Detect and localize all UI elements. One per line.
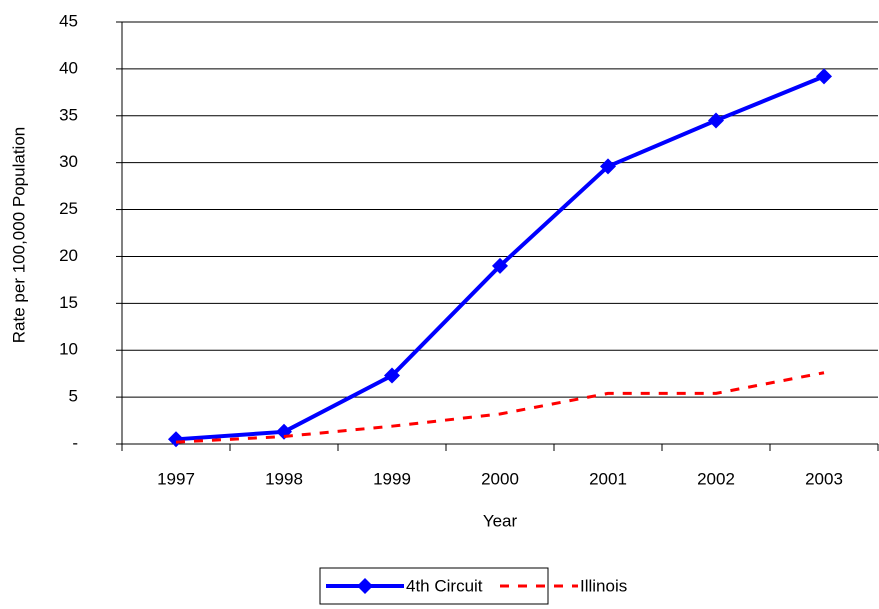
legend-label: Illinois [580, 576, 627, 595]
y-tick-label: 5 [69, 387, 78, 406]
x-tick-label: 2003 [805, 469, 843, 488]
legend-marker [357, 578, 373, 594]
x-tick-label: 2000 [481, 469, 519, 488]
y-tick-label: 30 [59, 152, 78, 171]
point [600, 158, 616, 175]
y-tick-label: 45 [59, 11, 78, 30]
y-axis-label: Rate per 100,000 Population [9, 127, 28, 343]
legend-label: 4th Circuit [406, 576, 483, 595]
point [708, 112, 724, 129]
x-axis-label: Year [483, 511, 518, 530]
point [384, 367, 400, 384]
series-line [175, 371, 825, 444]
x-tick-label: 2002 [697, 469, 735, 488]
y-tick-label: 15 [59, 293, 78, 312]
y-tick-label: 20 [59, 246, 78, 265]
point [816, 68, 832, 85]
y-tick-label: 25 [59, 199, 78, 218]
x-tick-label: 2001 [589, 469, 627, 488]
y-tick-label: - [72, 433, 78, 452]
x-tick-label: 1999 [373, 469, 411, 488]
point [492, 257, 508, 274]
y-tick-label: 35 [59, 105, 78, 124]
y-tick-label: 10 [59, 340, 78, 359]
point [168, 431, 184, 448]
x-tick-label: 1997 [157, 469, 195, 488]
y-tick-label: 40 [59, 58, 78, 77]
x-tick-label: 1998 [265, 469, 303, 488]
